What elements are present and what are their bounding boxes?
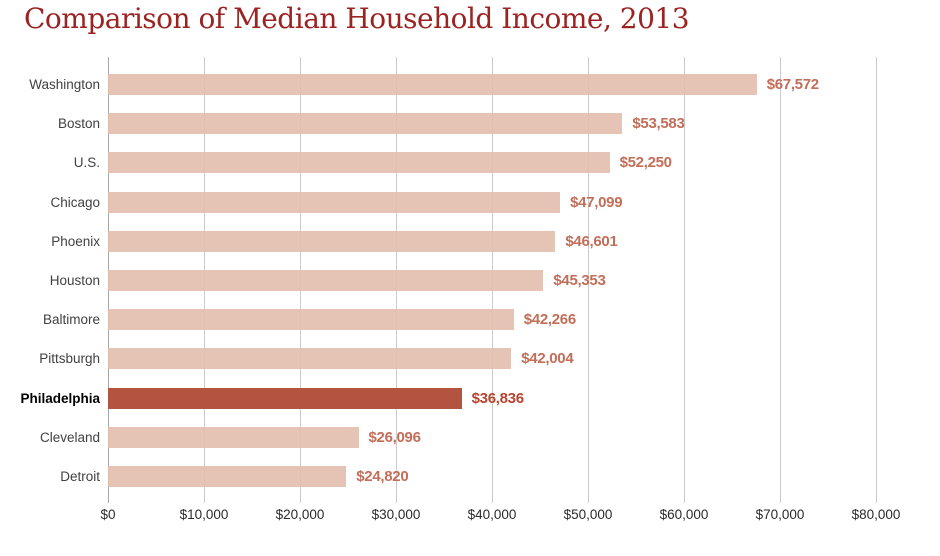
value-label: $36,836 xyxy=(471,389,524,407)
category-label: Detroit xyxy=(60,468,100,484)
bar-track: $26,096 xyxy=(108,426,940,448)
value-label: $24,820 xyxy=(356,467,409,485)
gridline xyxy=(876,57,877,503)
bar-track: $47,099 xyxy=(108,191,940,213)
bar xyxy=(108,152,610,174)
bar xyxy=(108,270,544,292)
x-tick-label: $0 xyxy=(100,507,116,522)
category-label: Chicago xyxy=(50,194,100,210)
category-label: Boston xyxy=(57,116,100,132)
x-tick-label: $80,000 xyxy=(851,507,901,522)
bar-row: Washington $67,572 xyxy=(0,65,940,104)
bar xyxy=(108,230,556,252)
bar-row: Phoenix $46,601 xyxy=(0,222,940,261)
bar-track: $24,820 xyxy=(108,465,940,487)
gridline xyxy=(780,57,781,503)
value-label: $67,572 xyxy=(766,76,819,94)
value-label: $47,099 xyxy=(570,193,623,211)
x-tick-label: $20,000 xyxy=(275,507,325,522)
value-label: $26,096 xyxy=(368,428,421,446)
category-label: Phoenix xyxy=(51,233,100,249)
x-tick-label: $30,000 xyxy=(371,507,421,522)
bar xyxy=(108,309,514,331)
x-tick-label: $60,000 xyxy=(659,507,709,522)
bar xyxy=(108,426,359,448)
bar-row: Baltimore $42,266 xyxy=(0,300,940,339)
bar-row: Philadelphia $36,836 xyxy=(0,379,940,418)
bar-row: Houston $45,353 xyxy=(0,261,940,300)
bar-track: $45,353 xyxy=(108,270,940,292)
bar-track: $67,572 xyxy=(108,74,940,96)
gridline xyxy=(684,57,685,503)
category-label: Cleveland xyxy=(39,429,100,445)
bar-rows: Washington $67,572 Boston $53,583 U.S. $… xyxy=(0,65,940,496)
bar-track: $36,836 xyxy=(108,387,940,409)
x-tick-label: $40,000 xyxy=(467,507,517,522)
bar-row: Chicago $47,099 xyxy=(0,183,940,222)
bar-track: $42,004 xyxy=(108,348,940,370)
bar-row: U.S. $52,250 xyxy=(0,143,940,182)
category-label: U.S. xyxy=(73,155,100,171)
bar xyxy=(108,113,623,135)
bar xyxy=(108,348,512,370)
category-label: Baltimore xyxy=(42,312,100,328)
category-label: Philadelphia xyxy=(20,390,100,406)
x-tick-label: $70,000 xyxy=(755,507,805,522)
bar-track: $46,601 xyxy=(108,230,940,252)
chart-title: Comparison of Median Household Income, 2… xyxy=(24,2,690,35)
bar xyxy=(108,387,462,409)
x-tick-label: $50,000 xyxy=(563,507,613,522)
bar-row: Detroit $24,820 xyxy=(0,457,940,496)
bar-track: $53,583 xyxy=(108,113,940,135)
value-label: $53,583 xyxy=(632,115,685,133)
category-label: Houston xyxy=(49,273,100,289)
category-label: Pittsburgh xyxy=(39,351,100,367)
category-label: Washington xyxy=(29,77,100,93)
bar xyxy=(108,465,347,487)
value-label: $42,266 xyxy=(523,311,576,329)
gridline xyxy=(588,57,589,503)
bar-row: Boston $53,583 xyxy=(0,104,940,143)
value-label: $45,353 xyxy=(553,272,606,290)
value-label: $46,601 xyxy=(565,232,618,250)
value-label: $42,004 xyxy=(521,350,574,368)
bar xyxy=(108,74,757,96)
bar xyxy=(108,191,561,213)
bar-track: $42,266 xyxy=(108,309,940,331)
value-label: $52,250 xyxy=(619,154,672,172)
bar-track: $52,250 xyxy=(108,152,940,174)
x-axis: $0 $10,000 $20,000 $30,000 $40,000 $50,000 $60… xyxy=(100,507,900,527)
x-tick-label: $10,000 xyxy=(179,507,229,522)
bar-chart: Washington $67,572 Boston $53,583 U.S. $… xyxy=(0,57,940,503)
bar-row: Pittsburgh $42,004 xyxy=(0,339,940,378)
bar-row: Cleveland $26,096 xyxy=(0,418,940,457)
